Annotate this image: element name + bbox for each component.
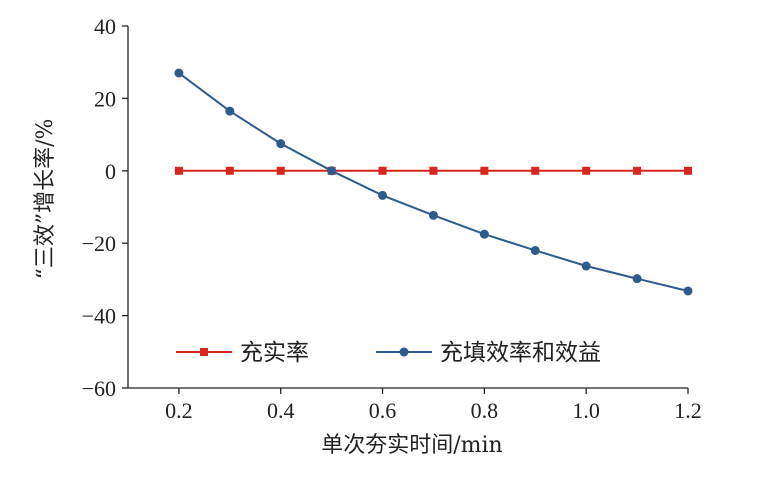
data-point-square: [684, 166, 692, 175]
series-1: [174, 166, 692, 175]
chart-axes: 0.2 0.4 0.6 0.8 1.0 1.2 40 20 0 −20 −40 −60: [82, 14, 702, 423]
legend-label: 充填效率和效益: [440, 340, 601, 366]
legend-item-2: 充填效率和效益: [376, 340, 601, 366]
data-point-circle: [683, 286, 693, 296]
x-tick-label: 1.2: [674, 398, 702, 423]
data-point-square: [378, 166, 387, 175]
data-point-square: [225, 166, 234, 175]
data-point-square: [276, 166, 285, 175]
y-tick-label: 20: [94, 86, 116, 111]
data-point-circle: [479, 229, 489, 239]
legend: 充实率 充填效率和效益: [176, 340, 601, 366]
legend-marker-circle: [399, 347, 409, 357]
series-2: [174, 68, 693, 296]
x-tick-label: 0.4: [267, 398, 295, 423]
legend-label: 充实率: [240, 340, 309, 366]
x-axis-title: 单次夯实时间/min: [321, 433, 502, 458]
data-point-circle: [581, 261, 591, 271]
y-axis-ticks: 40 20 0 −20 −40 −60: [82, 14, 128, 401]
data-point-square: [174, 166, 183, 175]
data-point-circle: [530, 245, 540, 255]
data-point-circle: [276, 139, 286, 149]
series-line: [178, 72, 689, 292]
data-point-circle: [327, 166, 337, 176]
data-point-circle: [428, 210, 438, 220]
x-axis-ticks: 0.2 0.4 0.6 0.8 1.0 1.2: [165, 388, 702, 423]
x-tick-label: 0.6: [369, 398, 397, 423]
data-point-square: [531, 166, 540, 175]
legend-item-1: 充实率: [176, 340, 309, 366]
data-point-circle: [378, 190, 388, 200]
y-tick-label: −20: [82, 231, 116, 256]
x-tick-label: 1.0: [572, 398, 600, 423]
y-tick-label: 40: [94, 14, 116, 39]
series-layer: [174, 68, 693, 296]
x-tick-label: 0.2: [165, 398, 193, 423]
y-tick-label: −40: [82, 304, 116, 329]
y-axis-title: “三效”增长率/%: [33, 119, 58, 280]
data-point-circle: [225, 106, 235, 116]
legend-marker-square: [200, 348, 208, 356]
data-point-circle: [174, 68, 184, 78]
data-point-circle: [632, 274, 642, 284]
data-point-square: [429, 166, 438, 175]
y-tick-label: −60: [82, 376, 116, 401]
x-tick-label: 0.8: [471, 398, 499, 423]
data-point-square: [480, 166, 489, 175]
data-point-square: [582, 166, 591, 175]
data-point-square: [633, 166, 642, 175]
y-tick-label: 0: [105, 159, 116, 184]
